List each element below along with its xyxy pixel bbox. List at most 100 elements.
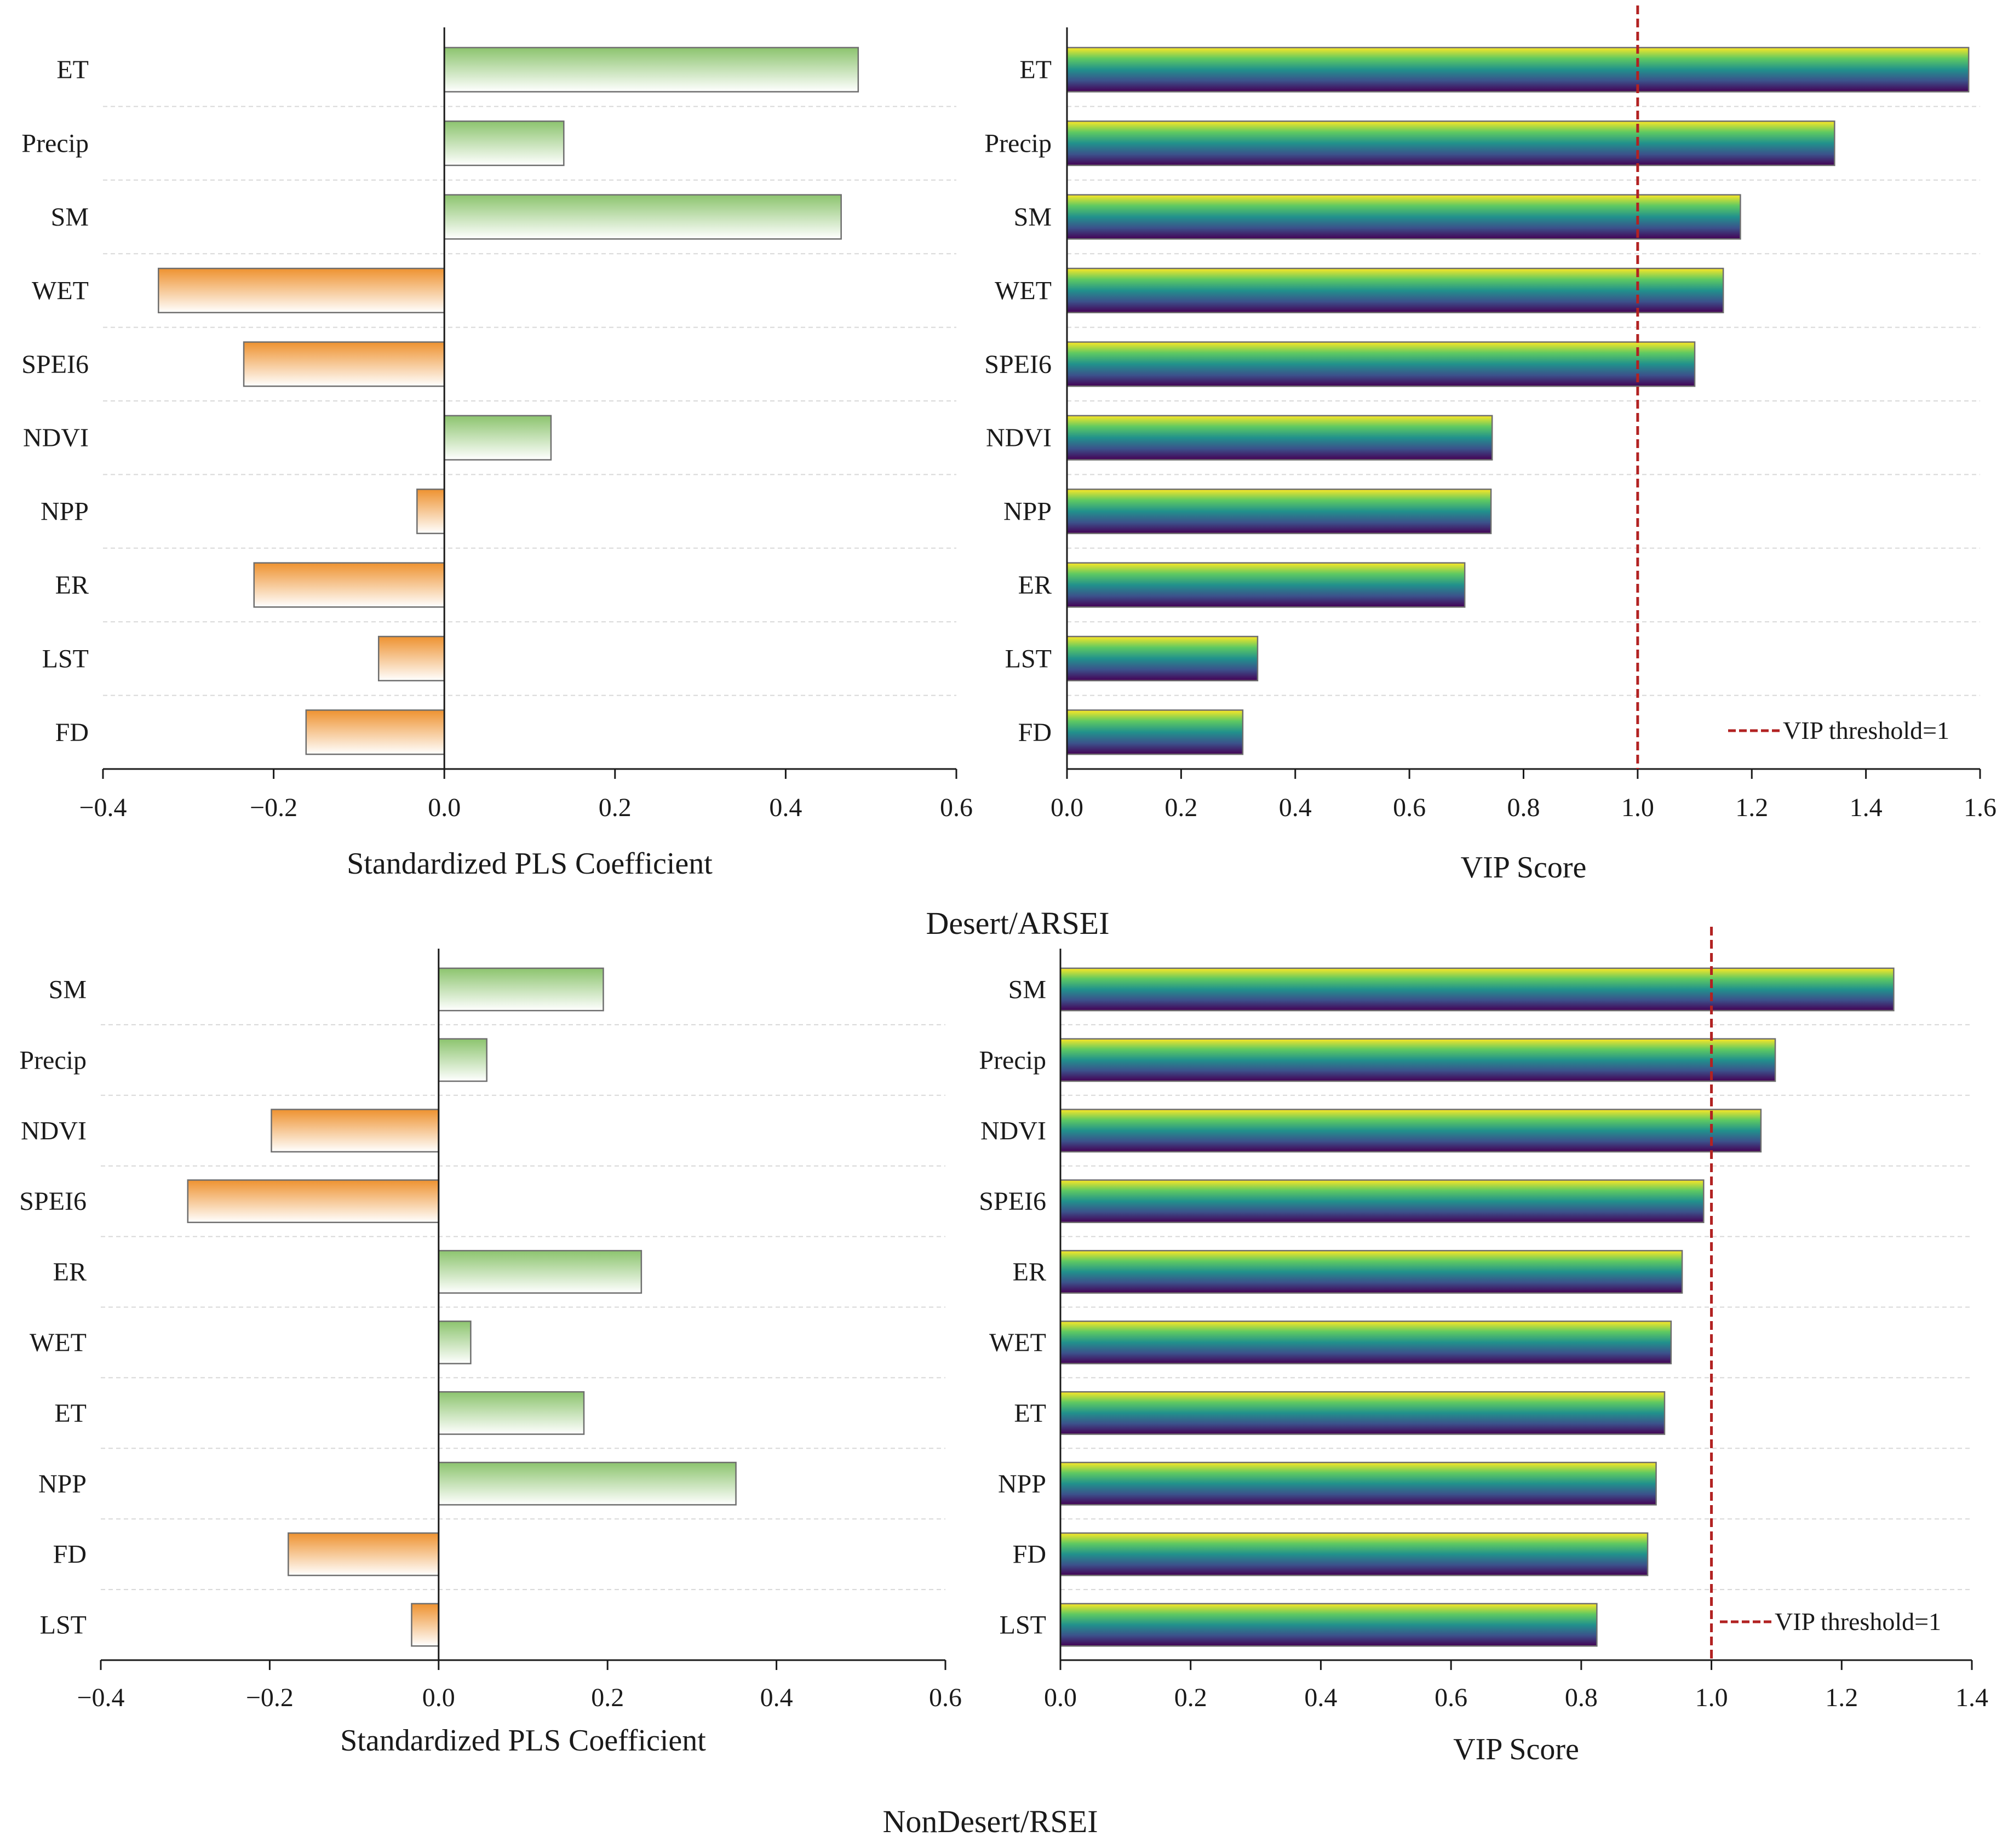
x-tick-label: 0.8 (1565, 1683, 1598, 1712)
bar-npp (1059, 1461, 1657, 1506)
category-label: ER (55, 571, 89, 600)
category-label: ET (54, 1399, 87, 1428)
bar-wet (158, 267, 445, 313)
bar-fd (1066, 709, 1244, 755)
category-label: ER (1018, 571, 1052, 600)
x-axis-title: Standardized PLS Coefficient (347, 847, 713, 881)
category-label: NPP (38, 1470, 87, 1499)
x-tick-label: 1.4 (1850, 793, 1883, 822)
bar-ndvi (1066, 415, 1493, 461)
category-label: SM (1008, 975, 1046, 1004)
x-tick-label: −0.2 (250, 793, 297, 822)
category-label: FD (1013, 1540, 1046, 1569)
bar-lst (1066, 635, 1259, 681)
bar-er (438, 1250, 642, 1294)
bar-wet (1066, 267, 1724, 313)
x-axis-title: Standardized PLS Coefficient (340, 1724, 706, 1758)
category-label: Precip (979, 1046, 1046, 1075)
category-label: NDVI (980, 1116, 1046, 1145)
category-label: LST (42, 644, 89, 673)
category-label: ET (1019, 55, 1052, 84)
category-label: SM (1014, 203, 1052, 232)
x-tick-label: 0.8 (1507, 793, 1540, 822)
bar-fd (305, 709, 445, 755)
x-tick-label: 0.2 (1164, 793, 1197, 822)
category-label: WET (30, 1328, 87, 1357)
category-label: WET (995, 276, 1052, 305)
bar-npp (1066, 489, 1492, 535)
x-tick-label: 0.2 (1174, 1683, 1207, 1712)
x-tick-label: 1.0 (1695, 1683, 1728, 1712)
panel-desert-pls: ET Precip SM WET SPEI6 NDVI NPP ER LST FD −0.4 −0.2… (21, 27, 973, 881)
bar-fd (1059, 1532, 1649, 1576)
bar-fd (288, 1532, 440, 1576)
category-label: ER (53, 1258, 87, 1287)
category-label: NPP (1003, 497, 1052, 526)
x-tick-label: 0.0 (428, 793, 461, 822)
category-label: ET (56, 55, 89, 84)
x-tick-label: 1.2 (1825, 1683, 1858, 1712)
category-label: NPP (41, 497, 89, 526)
category-label: WET (989, 1328, 1046, 1357)
bar-npp (416, 489, 445, 535)
category-label: NDVI (23, 423, 89, 452)
panel-desert-vip: ET Precip SM WET SPEI6 NDVI NPP ER LST FD 0.0 0.2 0.… (984, 5, 1996, 885)
legend-label: VIP threshold=1 (1775, 1608, 1941, 1635)
category-label: SPEI6 (21, 350, 89, 379)
x-axis-title: VIP Score (1453, 1732, 1579, 1766)
x-tick-label: −0.4 (79, 793, 127, 822)
category-label: SPEI6 (19, 1187, 87, 1216)
x-tick-label: 0.4 (769, 793, 802, 822)
panel-nondesert-vip: SM Precip NDVI SPEI6 ER WET ET NPP FD LST 0.0 0.2 0.… (979, 927, 1988, 1766)
legend-label: VIP threshold=1 (1783, 716, 1949, 744)
x-tick-label: 0.4 (1304, 1683, 1337, 1712)
bar-er (1066, 562, 1466, 608)
bar-et (1059, 1391, 1666, 1435)
bar-ndvi (271, 1109, 440, 1153)
x-axis-title: VIP Score (1461, 851, 1587, 885)
bar-spei6 (1059, 1179, 1705, 1224)
x-tick-label: 1.2 (1735, 793, 1768, 822)
x-tick-label: 0.4 (1279, 793, 1312, 822)
bar-precip (438, 1038, 487, 1082)
category-label: LST (1005, 644, 1052, 673)
panel-nondesert-pls: SM Precip NDVI SPEI6 ER WET ET NPP FD LST −0.4 −0.2… (19, 949, 962, 1758)
bar-precip (1059, 1038, 1776, 1082)
category-label: NDVI (986, 423, 1052, 452)
category-label: Precip (984, 129, 1052, 158)
category-label: SM (49, 975, 87, 1004)
bar-et (438, 1391, 585, 1435)
category-label: LST (1000, 1611, 1046, 1640)
bar-lst (411, 1603, 440, 1647)
bar-ndvi (443, 415, 552, 461)
bar-spei6 (187, 1179, 440, 1224)
bar-lst (377, 635, 445, 681)
bar-et (1066, 47, 1970, 93)
x-tick-label: 0.0 (1044, 1683, 1077, 1712)
x-tick-label: 0.6 (929, 1683, 962, 1712)
category-label: ET (1014, 1399, 1046, 1428)
category-label: LST (40, 1611, 87, 1640)
x-tick-label: 0.0 (422, 1683, 455, 1712)
category-label: WET (32, 276, 89, 305)
x-tick-label: 0.4 (760, 1683, 793, 1712)
x-tick-label: 1.0 (1621, 793, 1654, 822)
category-label: SPEI6 (984, 350, 1052, 379)
x-tick-label: −0.4 (77, 1683, 124, 1712)
bar-et (443, 47, 859, 93)
bar-sm (1059, 967, 1895, 1012)
x-tick-label: 0.2 (599, 793, 632, 822)
bar-er (1059, 1250, 1683, 1294)
category-label: FD (53, 1540, 87, 1569)
bar-npp (438, 1461, 737, 1506)
bar-wet (1059, 1321, 1672, 1364)
x-tick-label: −0.2 (246, 1683, 294, 1712)
category-label: SM (51, 203, 89, 232)
category-label: Precip (19, 1046, 87, 1075)
x-tick-label: 1.6 (1964, 793, 1996, 822)
category-label: FD (1018, 718, 1052, 747)
category-label: FD (55, 718, 89, 747)
bar-sm (443, 194, 842, 240)
category-label: NPP (998, 1470, 1046, 1499)
bar-ndvi (1059, 1109, 1762, 1153)
